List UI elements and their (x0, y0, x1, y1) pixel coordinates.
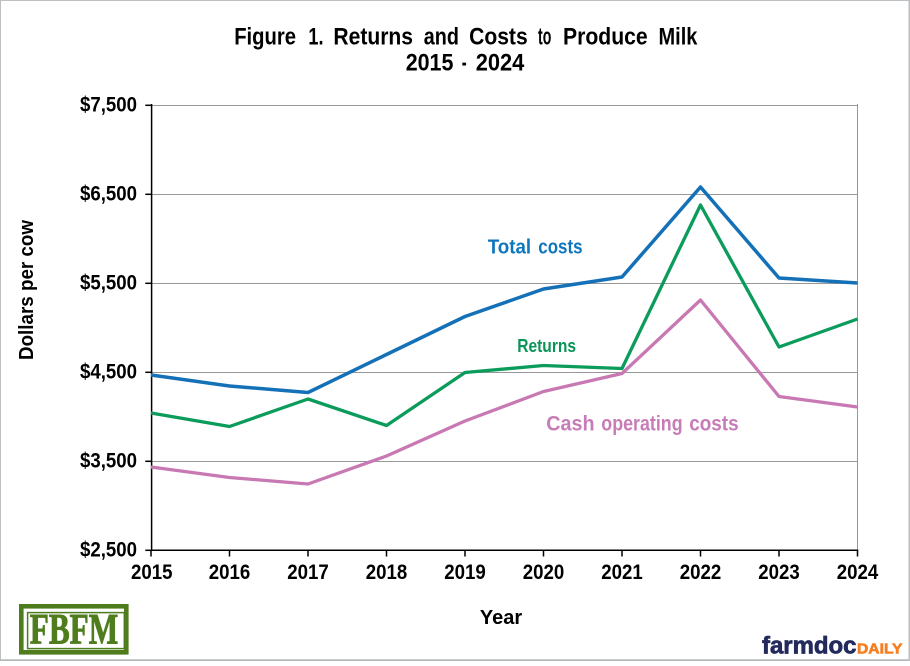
svg-text:$6,500: $6,500 (80, 182, 137, 205)
svg-text:2016: 2016 (209, 561, 251, 584)
svg-text:$3,500: $3,500 (80, 449, 137, 472)
svg-text:farmdoc: farmdoc (762, 633, 857, 660)
svg-text:2021: 2021 (601, 561, 643, 584)
svg-text:2023: 2023 (758, 561, 800, 584)
svg-text:2020: 2020 (523, 561, 565, 584)
svg-text:2018: 2018 (366, 561, 408, 584)
svg-text:2015: 2015 (131, 561, 173, 584)
svg-text:Dollars per cow: Dollars per cow (16, 220, 38, 360)
svg-text:Year: Year (480, 607, 522, 629)
svg-text:DAILY: DAILY (857, 642, 903, 658)
svg-text:Returns: Returns (517, 336, 576, 356)
svg-text:2015-2024: 2015-2024 (406, 50, 525, 77)
svg-text:$4,500: $4,500 (80, 360, 137, 383)
svg-text:FBFM: FBFM (30, 607, 119, 654)
svg-text:$5,500: $5,500 (80, 271, 137, 294)
svg-text:2024: 2024 (837, 561, 879, 584)
svg-text:$7,500: $7,500 (80, 93, 137, 116)
svg-text:$2,500: $2,500 (80, 538, 137, 561)
svg-text:2022: 2022 (680, 561, 722, 584)
svg-text:2019: 2019 (444, 561, 486, 584)
svg-text:2017: 2017 (287, 561, 329, 584)
